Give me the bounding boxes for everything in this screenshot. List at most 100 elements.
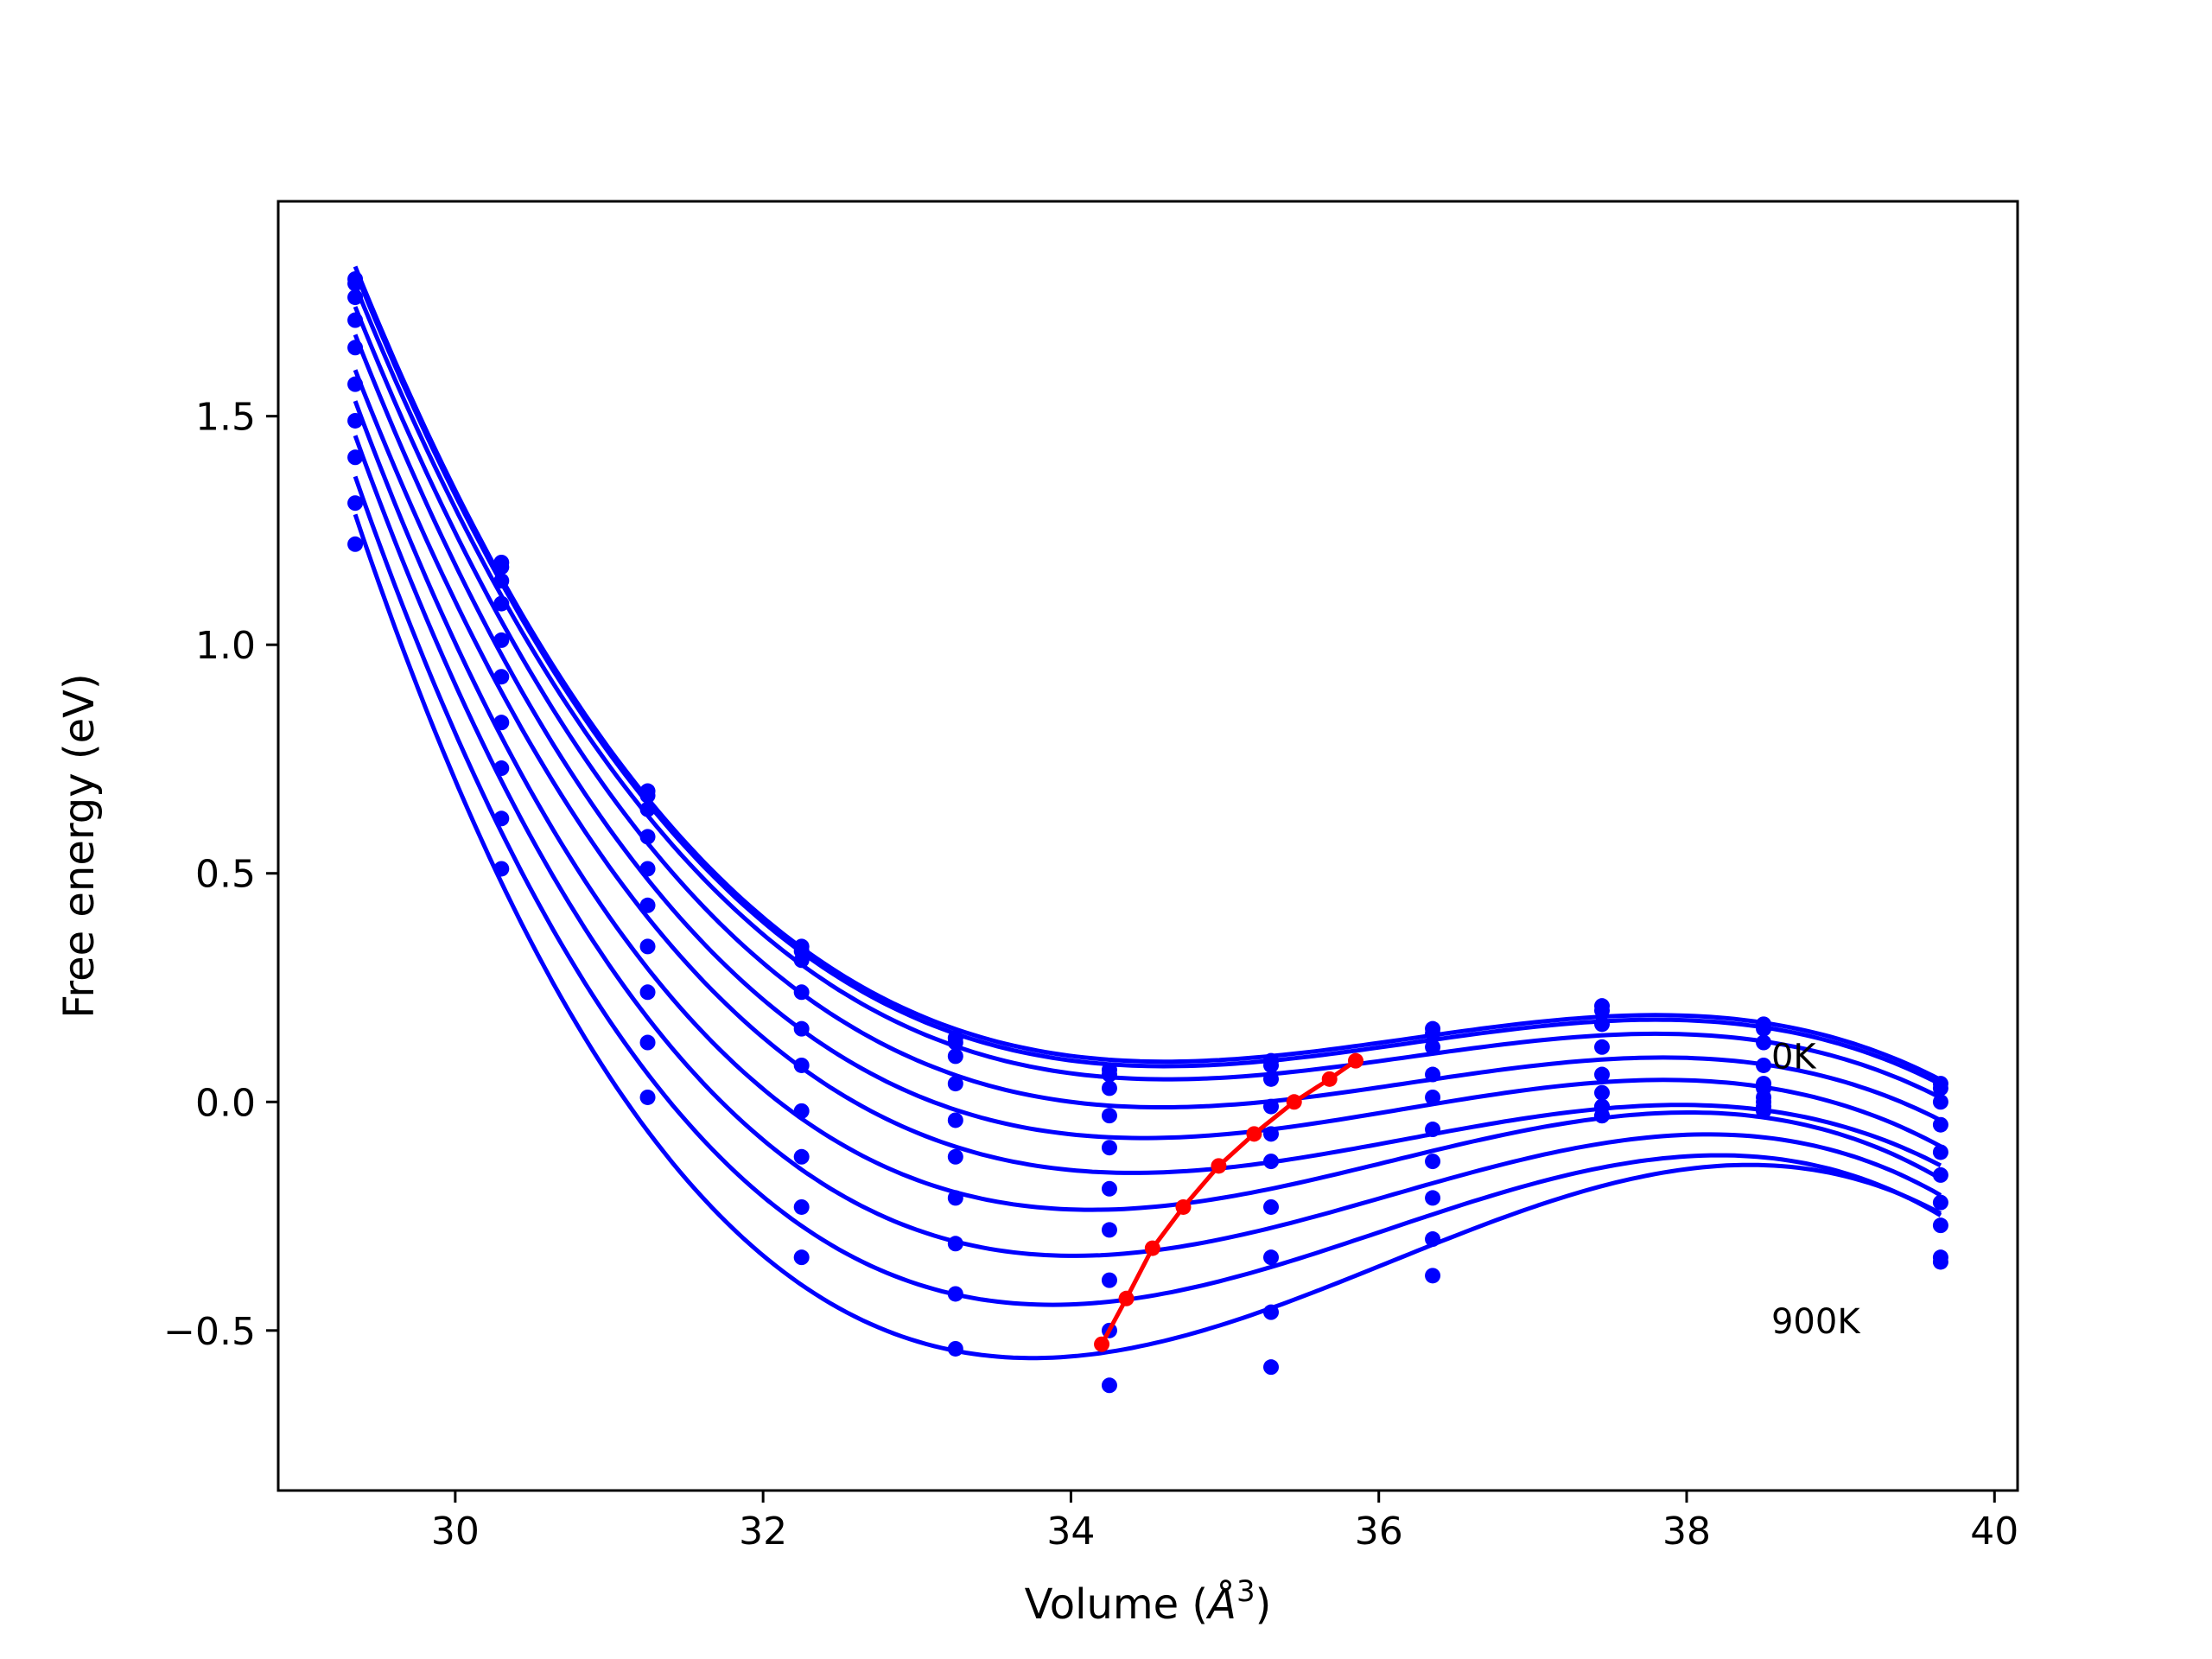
data-point [1756, 1020, 1772, 1037]
data-point [1263, 1249, 1280, 1266]
data-point [793, 1198, 810, 1215]
x-tick-label: 38 [1662, 1510, 1711, 1554]
data-point [1263, 1154, 1280, 1170]
data-point [1756, 1057, 1772, 1073]
data-point [639, 861, 656, 877]
curve-200K [353, 283, 1942, 1100]
axes-frame [276, 200, 2019, 1492]
equilibrium-volume-line [1094, 1052, 1363, 1352]
curve-500K [353, 369, 1942, 1175]
data-point [639, 801, 656, 817]
data-point [347, 449, 364, 466]
data-point [493, 669, 510, 685]
data-point [347, 312, 364, 328]
data-point [1101, 1080, 1117, 1096]
data-point [947, 1286, 963, 1302]
data-point [1594, 1108, 1611, 1124]
data-point [493, 632, 510, 648]
data-point [1932, 1194, 1948, 1211]
data-point [493, 861, 510, 877]
data-point [793, 1057, 810, 1073]
data-point [1101, 1066, 1117, 1083]
data-point [347, 376, 364, 392]
x-tick-label: 30 [431, 1510, 480, 1554]
curve-300K [353, 306, 1942, 1122]
x-tick-label: 36 [1355, 1510, 1403, 1554]
data-point [1425, 1268, 1441, 1284]
data-point [1263, 1098, 1280, 1115]
data-points [347, 270, 1948, 1394]
y-tick-label: 1.5 [195, 396, 256, 440]
curve-900K [353, 513, 1942, 1361]
equilibrium-point [1094, 1336, 1110, 1352]
axis-ticks: 30 32 34 36 38 40 −0.5 0.0 0.5 1.0 1.5 [163, 396, 2018, 1554]
data-point [1932, 1144, 1948, 1160]
equilibrium-point [1118, 1290, 1135, 1306]
x-tick-label: 34 [1046, 1510, 1095, 1554]
data-point [1263, 1359, 1280, 1376]
data-point [493, 595, 510, 612]
data-point [1425, 1025, 1441, 1041]
x-tick-label: 32 [739, 1510, 787, 1554]
data-point [1101, 1180, 1117, 1197]
y-tick-label: 0.0 [195, 1081, 256, 1125]
data-point [1932, 1080, 1948, 1096]
data-point [347, 276, 364, 292]
data-point [639, 938, 656, 955]
data-point [1425, 1122, 1441, 1138]
y-tick-label: −0.5 [163, 1310, 256, 1354]
data-point [793, 984, 810, 1001]
equilibrium-point [1175, 1198, 1192, 1215]
data-point [1101, 1108, 1117, 1124]
data-point [1756, 1103, 1772, 1119]
data-point [947, 1048, 963, 1065]
data-point [347, 536, 364, 552]
data-point [1594, 1016, 1611, 1033]
data-point [493, 760, 510, 777]
data-point [639, 984, 656, 1001]
x-axis-label-close: ) [1255, 1580, 1272, 1629]
equilibrium-point [1347, 1052, 1363, 1069]
curve-800K [353, 475, 1942, 1307]
data-point [793, 952, 810, 969]
data-point [1594, 1084, 1611, 1101]
x-axis-label-unit: Å [1205, 1580, 1236, 1629]
data-point [793, 1249, 810, 1266]
data-point [1263, 1198, 1280, 1215]
data-point [1425, 1066, 1441, 1083]
data-point [1425, 1231, 1441, 1248]
data-point [347, 340, 364, 356]
x-axis-label: Volume (Å3) [1025, 1574, 1272, 1629]
curve-0K [353, 265, 1942, 1082]
data-point [1932, 1254, 1948, 1270]
data-point [493, 559, 510, 575]
data-point [493, 810, 510, 827]
data-point [947, 1112, 963, 1128]
data-point [493, 573, 510, 589]
data-point [1425, 1190, 1441, 1206]
data-point [1756, 1080, 1772, 1096]
curve-600K [353, 400, 1942, 1212]
data-point [1101, 1377, 1117, 1394]
data-point [1932, 1094, 1948, 1110]
data-point [639, 1034, 656, 1051]
data-point [639, 1089, 656, 1105]
data-point [1101, 1272, 1117, 1288]
data-point [1932, 1166, 1948, 1183]
data-point [947, 1236, 963, 1252]
y-axis-label: Free energy (eV) [55, 673, 104, 1018]
data-point [1263, 1057, 1280, 1073]
y-tick-label: 1.0 [195, 624, 256, 668]
data-point [1425, 1039, 1441, 1055]
data-point [1425, 1154, 1441, 1170]
data-point [793, 1148, 810, 1165]
equilibrium-point [1211, 1158, 1227, 1174]
data-point [947, 1076, 963, 1092]
y-tick-label: 0.5 [195, 853, 256, 897]
equilibrium-point [1321, 1071, 1338, 1087]
equilibrium-point [1246, 1126, 1262, 1142]
data-point [1756, 1034, 1772, 1051]
equilibrium-point [1286, 1094, 1302, 1110]
data-point [1594, 1066, 1611, 1083]
